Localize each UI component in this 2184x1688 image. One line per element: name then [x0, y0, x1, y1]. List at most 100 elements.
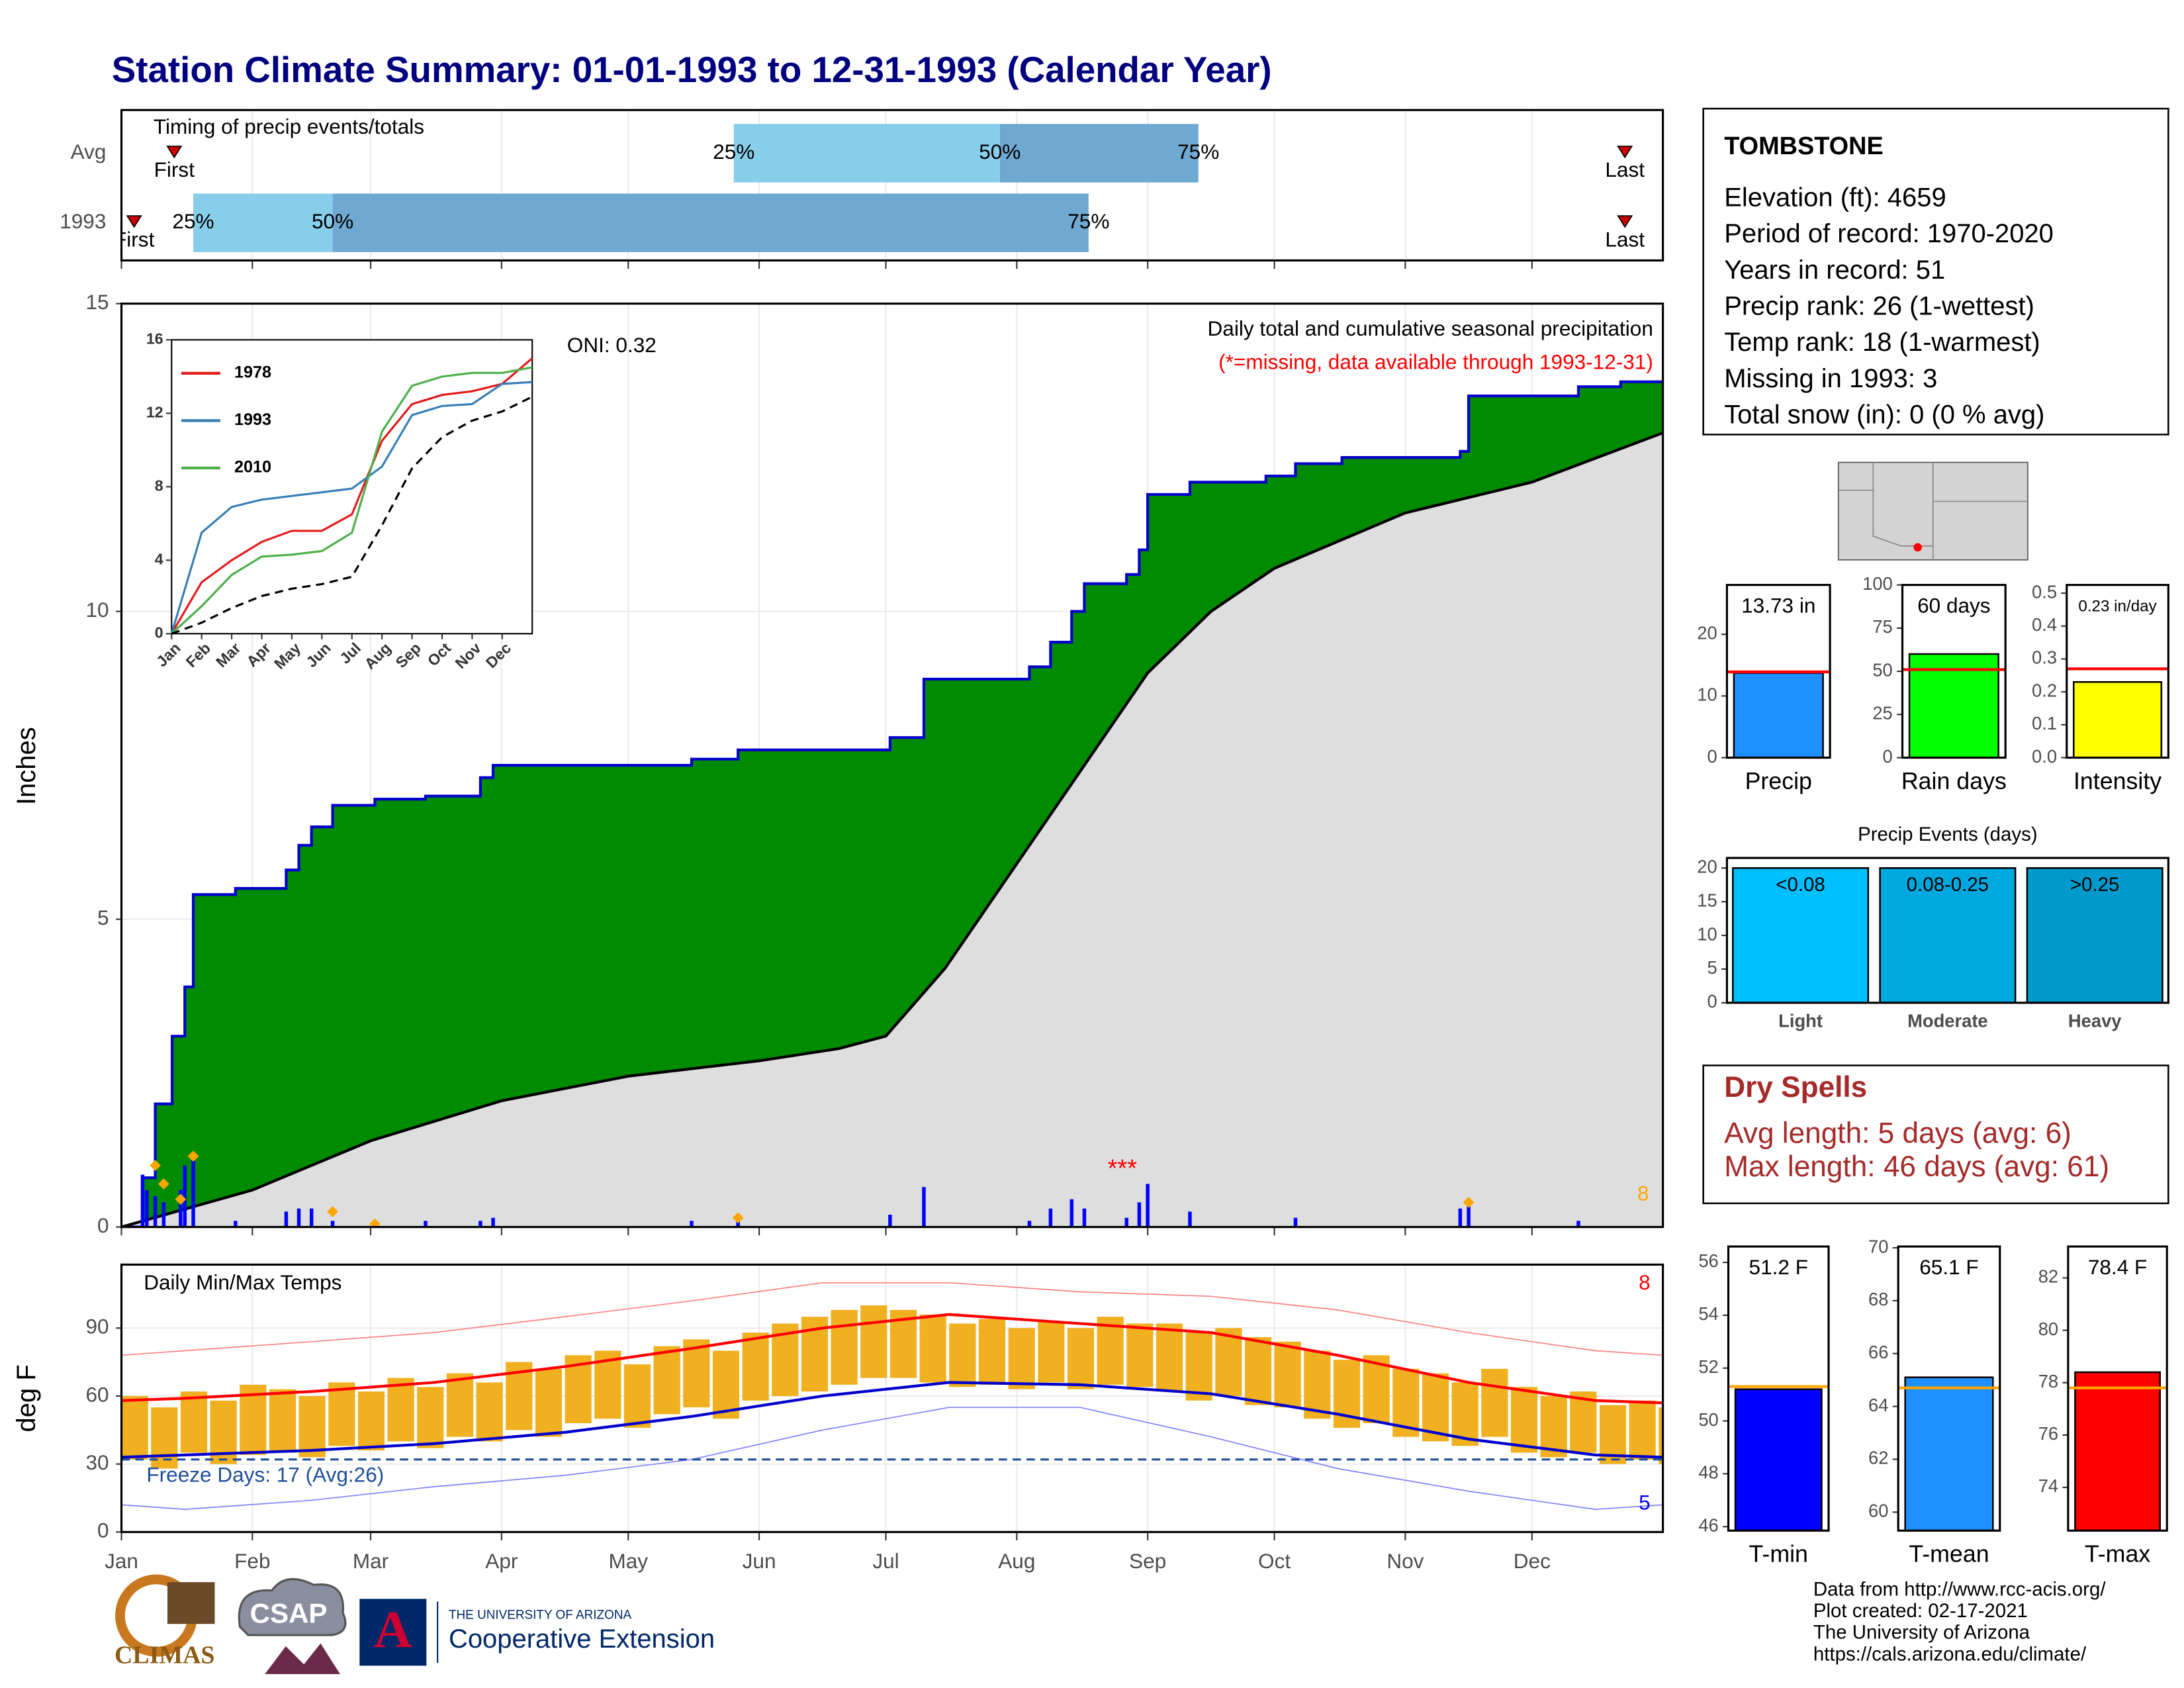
daily-bar	[1082, 1208, 1087, 1227]
credit-line: The University of Arizona	[1813, 1622, 2030, 1644]
marker-label: First	[114, 227, 155, 251]
daily-temp-bar	[1156, 1323, 1183, 1392]
daily-bar	[161, 1202, 166, 1227]
category-label: Precip	[1745, 768, 1812, 794]
timing-plot: 25% 50% 75% First Last 25% 50% 75% First Last	[114, 110, 1645, 261]
daily-bar	[145, 1190, 149, 1227]
x-tick-label: Jan	[105, 1549, 138, 1573]
y-tick-label: 0.2	[2032, 680, 2057, 700]
chart-title: Daily Min/Max Temps	[144, 1270, 341, 1294]
daily-temp-bar	[446, 1373, 474, 1437]
y-tick-label: 66	[1868, 1342, 1888, 1362]
y-tick-label: 68	[1868, 1289, 1888, 1309]
logo-text: Cooperative Extension	[449, 1624, 715, 1654]
row-label: 1993	[60, 209, 106, 233]
daily-temp-bar	[1126, 1323, 1154, 1387]
daily-temp-bar	[535, 1368, 563, 1437]
x-tick-label: Mar	[353, 1549, 388, 1573]
bar	[2073, 680, 2163, 759]
daily-temp-bar	[1659, 1407, 1663, 1464]
daily-temp-bar	[1481, 1368, 1508, 1437]
station-box	[1702, 107, 2169, 436]
y-tick-label: 100	[1862, 573, 1893, 594]
category-label: Rain days	[1901, 768, 2007, 794]
station-line: Temp rank: 18 (1-warmest)	[1724, 328, 2040, 357]
bar-panel-border	[2066, 584, 2169, 759]
freeze-annotation: Freeze Days: 17 (Avg:26)	[146, 1463, 384, 1487]
logo-text: CSAP	[250, 1598, 328, 1629]
bar-panel-border	[1897, 1245, 2001, 1532]
y-tick-label: 52	[1698, 1356, 1718, 1377]
percent-label: 25%	[172, 209, 214, 233]
category-label: Moderate	[1907, 1011, 1988, 1031]
value-label: 0.23 in/day	[2078, 598, 2157, 616]
temp-line	[121, 1313, 1663, 1405]
panel-label: Timing of precip events/totals	[154, 115, 424, 138]
station-line: Precip rank: 26 (1-wettest)	[1724, 292, 2034, 321]
y-tick-label: 48	[1698, 1462, 1718, 1483]
category-label: T-max	[2085, 1541, 2150, 1568]
location-map	[1837, 461, 2028, 561]
bar-panel-border	[1725, 857, 2169, 1004]
logos: CLIMAS CSAP A THE UNIVERSITY OF ARIZONA …	[114, 1574, 715, 1674]
daily-temp-bar	[1244, 1336, 1272, 1405]
logo-text: THE UNIVERSITY OF ARIZONA	[449, 1609, 632, 1622]
y-tick-label: 10	[1697, 923, 1717, 944]
daily-temp-bar	[1363, 1355, 1390, 1424]
daily-bar	[424, 1221, 428, 1227]
category-label: Light	[1778, 1011, 1823, 1031]
record-marker	[175, 1194, 187, 1205]
daily-temp-bar	[1097, 1317, 1124, 1385]
category-label: Intensity	[2073, 768, 2161, 794]
y-tick-label: 15	[1697, 890, 1717, 910]
percent-label: 50%	[979, 140, 1021, 164]
station-line: Period of record: 1970-2020	[1724, 219, 2054, 248]
y-tick-label: 50	[1698, 1409, 1718, 1430]
y-axis-label: deg F	[12, 1364, 41, 1432]
daily-bar	[296, 1208, 301, 1227]
station-line: Years in record: 51	[1724, 256, 1945, 285]
daily-bar	[330, 1221, 335, 1227]
x-tick-label: Sep	[1129, 1549, 1166, 1573]
daily-temp-bar	[387, 1378, 414, 1442]
legend-label: 1993	[234, 410, 271, 429]
timing-bar	[733, 124, 1000, 183]
daily-bar	[1188, 1211, 1192, 1227]
temp-line	[121, 1282, 1663, 1356]
daily-temp-bar	[328, 1382, 355, 1446]
daily-bar	[1124, 1217, 1128, 1227]
y-tick-label: 60	[1868, 1501, 1888, 1521]
panel-border	[120, 1263, 1664, 1533]
timing-marker	[166, 146, 183, 159]
timing-marker	[1617, 215, 1633, 228]
y-tick-label: 10	[1697, 684, 1717, 705]
percent-label: 50%	[312, 209, 353, 233]
daily-temp-bar	[357, 1391, 385, 1451]
credit-line: https://cals.arizona.edu/climate/	[1813, 1643, 2087, 1665]
value-label: 78.4 F	[2088, 1255, 2147, 1279]
daily-bar	[1467, 1199, 1471, 1227]
daily-bar	[1048, 1208, 1053, 1227]
percent-label: 75%	[1068, 209, 1109, 233]
chart-title: Precip Events (days)	[1858, 823, 2038, 845]
daily-bar	[140, 1174, 145, 1227]
y-tick-label: 46	[1698, 1515, 1718, 1535]
cold-count: 5	[1639, 1491, 1651, 1515]
y-tick-label: 20	[1697, 857, 1717, 877]
row-label: Avg	[71, 140, 107, 164]
logo-mark: A	[374, 1601, 412, 1659]
daily-bar	[690, 1221, 694, 1227]
dry-spell-line: Avg length: 5 days (avg: 6)	[1724, 1117, 2071, 1149]
daily-bar	[1069, 1199, 1074, 1227]
daily-temp-bar	[919, 1314, 946, 1383]
y-tick-label: 0.5	[2032, 581, 2057, 602]
daily-temp-bar	[831, 1309, 858, 1385]
panel-border	[120, 109, 1664, 262]
cumulative-line	[121, 380, 1663, 1227]
daily-temp-bar	[1570, 1391, 1597, 1453]
daily-temp-bar	[1510, 1387, 1538, 1453]
daily-bar	[309, 1208, 314, 1227]
daily-bar	[1293, 1217, 1298, 1227]
y-tick-label: 0	[1883, 746, 1893, 767]
